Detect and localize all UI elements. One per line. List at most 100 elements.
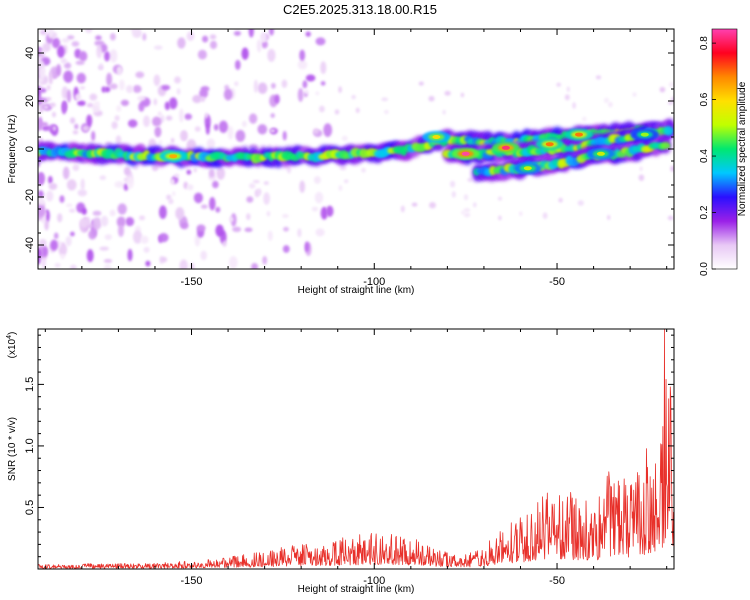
noise-speck — [638, 174, 645, 181]
noise-speck — [66, 89, 72, 103]
ridge-core-1 — [663, 125, 674, 136]
x-tick-label: -100 — [363, 276, 385, 288]
noise-speck — [95, 35, 102, 41]
noise-speck — [38, 248, 42, 259]
noise-speck — [411, 202, 418, 207]
noise-speck — [199, 88, 209, 99]
noise-speck — [302, 80, 308, 89]
noise-speck — [140, 235, 149, 244]
noise-speck — [48, 182, 58, 190]
spectrogram-y-label: Frequency (Hz) — [7, 115, 18, 184]
noise-speck — [252, 180, 260, 184]
noise-speck — [603, 97, 610, 104]
noise-speck — [48, 29, 54, 38]
noise-speck — [96, 45, 103, 59]
noise-speck — [117, 224, 125, 237]
noise-speck — [204, 112, 209, 119]
y-tick-label: 0 — [24, 146, 36, 152]
y-tick-label: 20 — [24, 95, 36, 107]
colorbar-strip — [711, 28, 738, 270]
noise-speck — [315, 91, 320, 96]
noise-speck — [42, 246, 48, 257]
noise-speck — [57, 45, 65, 58]
noise-speck — [130, 29, 140, 33]
noise-speck — [145, 260, 151, 267]
snr-panel: -150 -100 -50 0.5 1.0 1.5 Height of straight … — [6, 328, 675, 595]
noise-speck — [355, 107, 360, 114]
noise-speck — [668, 101, 673, 105]
noise-speck — [123, 166, 131, 176]
noise-speck — [97, 65, 104, 70]
noise-speck — [260, 31, 267, 43]
noise-speck — [190, 262, 195, 269]
noise-speck — [581, 116, 587, 122]
noise-speck — [262, 255, 268, 265]
noise-speck — [86, 114, 93, 128]
noise-speck — [639, 166, 643, 172]
noise-speck — [123, 183, 129, 191]
noise-speck — [38, 160, 41, 168]
noise-speck — [311, 206, 319, 212]
noise-speck — [269, 129, 276, 133]
colorbar-tick-label: 0.6 — [699, 92, 710, 106]
noise-speck — [194, 234, 201, 247]
noise-speck — [234, 59, 241, 70]
noise-speck — [267, 48, 276, 62]
noise-speck — [160, 256, 168, 263]
spectrogram-panel: -150 -100 -50 -40 -20 0 20 40 Height of straigh… — [7, 28, 675, 296]
noise-speck — [59, 195, 65, 203]
noise-speck — [451, 191, 456, 198]
noise-speck — [60, 58, 68, 64]
noise-speck — [39, 29, 48, 36]
noise-speck — [47, 175, 53, 184]
noise-speck — [461, 210, 465, 215]
noise-speck — [38, 198, 45, 205]
noise-speck — [246, 196, 254, 203]
noise-speck — [297, 88, 304, 102]
noise-speck — [127, 176, 134, 189]
noise-speck — [115, 135, 122, 145]
noise-speck — [38, 204, 46, 218]
noise-speck — [170, 178, 175, 185]
noise-speck — [114, 181, 125, 188]
noise-speck — [76, 72, 87, 84]
noise-speck — [91, 130, 96, 141]
noise-speck — [179, 259, 188, 269]
noise-speck — [46, 97, 52, 101]
noise-speck — [192, 94, 202, 104]
noise-speck — [344, 179, 349, 184]
noise-speck — [104, 51, 110, 62]
noise-speck — [215, 224, 224, 237]
noise-speck — [135, 71, 145, 79]
noise-speck — [564, 94, 570, 101]
noise-speck — [38, 77, 44, 83]
noise-speck — [209, 197, 216, 211]
noise-speck — [72, 164, 80, 172]
snr-scale-factor: (x104) — [6, 332, 18, 359]
noise-speck — [132, 85, 142, 93]
noise-speck — [429, 201, 436, 209]
noise-speck — [69, 117, 76, 124]
noise-speck — [304, 241, 310, 253]
noise-speck — [177, 37, 186, 49]
noise-speck — [299, 49, 306, 62]
colorbar: 0.0 0.2 0.4 0.6 0.8 Normalized spectral ampl… — [699, 28, 748, 276]
noise-speck — [234, 81, 239, 87]
noise-speck — [44, 219, 49, 231]
noise-speck — [213, 123, 219, 131]
noise-speck — [116, 216, 126, 228]
noise-speck — [65, 236, 72, 247]
noise-speck — [269, 29, 274, 36]
y-tick-label: -20 — [24, 189, 36, 205]
noise-speck — [116, 66, 123, 76]
noise-speck — [125, 217, 135, 227]
y-tick-label: 40 — [24, 47, 36, 59]
noise-speck — [71, 41, 80, 47]
noise-speck — [200, 204, 208, 209]
noise-speck — [132, 230, 143, 244]
noise-speck — [101, 86, 106, 93]
y-tick-label: -40 — [24, 237, 36, 253]
y-tick-label: 1.0 — [24, 438, 36, 453]
noise-speck — [64, 62, 72, 69]
noise-speck — [125, 85, 134, 94]
